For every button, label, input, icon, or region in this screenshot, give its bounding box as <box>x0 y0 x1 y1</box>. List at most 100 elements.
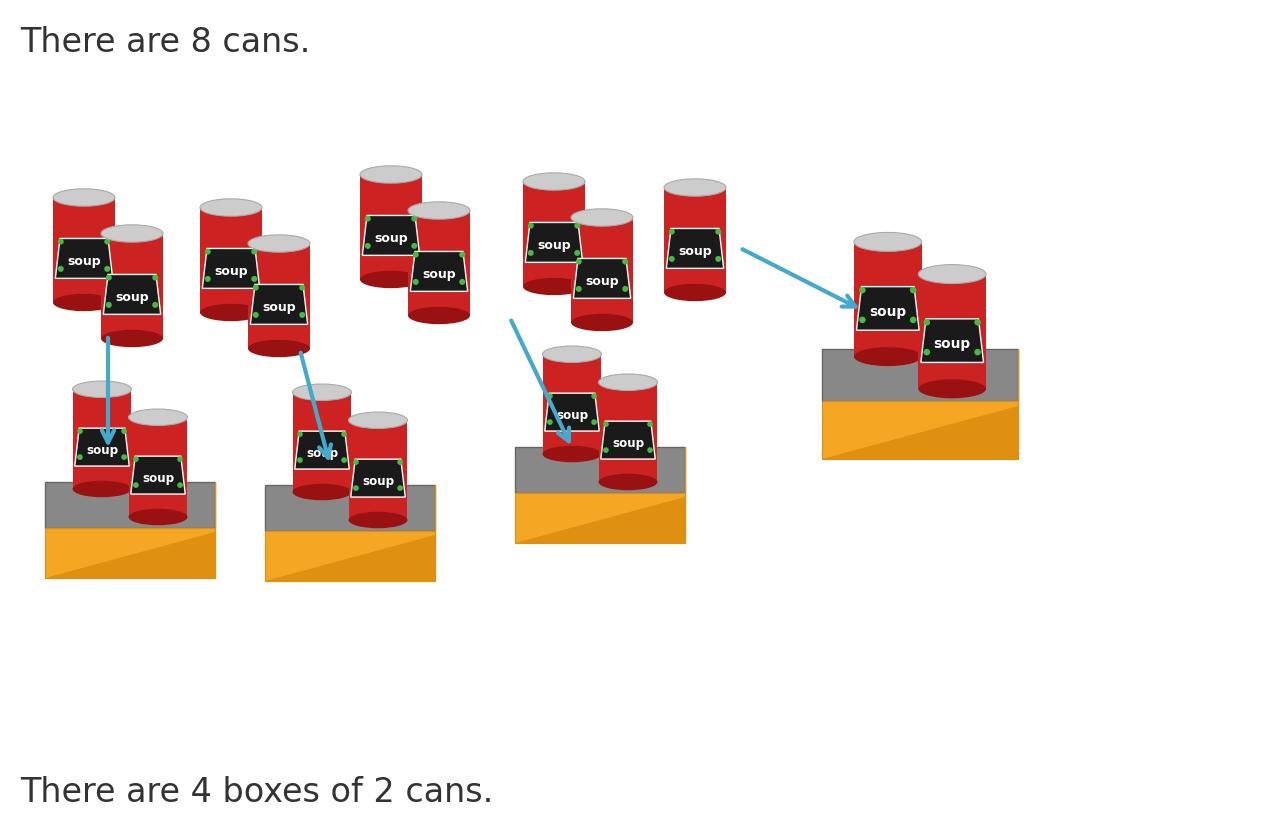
Ellipse shape <box>918 379 986 399</box>
Circle shape <box>121 454 127 460</box>
Circle shape <box>105 302 112 308</box>
Circle shape <box>133 483 138 488</box>
Polygon shape <box>202 249 259 289</box>
Circle shape <box>669 229 674 235</box>
Circle shape <box>364 215 371 221</box>
Circle shape <box>104 266 110 272</box>
Circle shape <box>528 223 533 229</box>
Text: soup: soup <box>869 305 907 319</box>
Ellipse shape <box>102 329 163 347</box>
Ellipse shape <box>664 179 726 196</box>
Ellipse shape <box>292 483 352 500</box>
Circle shape <box>528 250 533 256</box>
Polygon shape <box>521 453 679 487</box>
Circle shape <box>413 279 419 285</box>
Polygon shape <box>572 217 632 323</box>
Circle shape <box>398 485 403 491</box>
Polygon shape <box>51 488 210 522</box>
Circle shape <box>974 319 980 325</box>
Text: soup: soup <box>142 472 174 485</box>
Circle shape <box>715 229 721 235</box>
Polygon shape <box>131 456 185 494</box>
Circle shape <box>592 419 597 425</box>
Text: soup: soup <box>537 239 570 252</box>
Circle shape <box>547 394 552 399</box>
Ellipse shape <box>53 189 116 206</box>
Polygon shape <box>295 431 349 469</box>
Circle shape <box>251 249 258 255</box>
Circle shape <box>300 312 305 318</box>
Circle shape <box>547 419 552 425</box>
Ellipse shape <box>348 512 408 528</box>
Circle shape <box>364 243 371 249</box>
Circle shape <box>300 285 305 290</box>
Circle shape <box>575 259 582 265</box>
Circle shape <box>622 286 629 292</box>
Text: soup: soup <box>67 255 100 268</box>
Polygon shape <box>128 418 188 517</box>
Circle shape <box>909 287 917 294</box>
Polygon shape <box>292 392 352 492</box>
Text: soup: soup <box>375 232 408 245</box>
Polygon shape <box>351 459 405 497</box>
Text: soup: soup <box>422 268 456 281</box>
Polygon shape <box>72 389 132 489</box>
Circle shape <box>133 456 138 462</box>
Polygon shape <box>250 285 307 324</box>
Polygon shape <box>516 447 685 493</box>
Circle shape <box>121 428 127 434</box>
Ellipse shape <box>542 446 602 463</box>
Polygon shape <box>829 355 1011 394</box>
Polygon shape <box>348 420 408 520</box>
Polygon shape <box>265 531 436 581</box>
Text: soup: soup <box>933 337 970 351</box>
Circle shape <box>178 483 183 488</box>
Ellipse shape <box>248 235 310 252</box>
Circle shape <box>909 317 917 323</box>
Ellipse shape <box>72 481 132 498</box>
Circle shape <box>859 287 866 294</box>
Circle shape <box>178 456 183 462</box>
Circle shape <box>460 251 465 258</box>
Text: soup: soup <box>612 437 644 449</box>
Polygon shape <box>822 349 1017 402</box>
Circle shape <box>105 275 112 280</box>
Text: soup: soup <box>215 265 248 278</box>
Circle shape <box>342 431 347 437</box>
Text: soup: soup <box>306 447 338 459</box>
Ellipse shape <box>128 508 188 525</box>
Circle shape <box>603 448 608 453</box>
Polygon shape <box>516 493 685 543</box>
Ellipse shape <box>572 209 632 226</box>
Ellipse shape <box>598 473 658 490</box>
Ellipse shape <box>292 384 352 400</box>
Text: soup: soup <box>116 291 149 304</box>
Text: soup: soup <box>678 245 711 258</box>
Polygon shape <box>601 421 655 459</box>
Polygon shape <box>918 274 986 389</box>
Ellipse shape <box>72 381 132 398</box>
Polygon shape <box>856 287 919 330</box>
Circle shape <box>353 459 358 465</box>
Circle shape <box>923 319 930 325</box>
Circle shape <box>104 239 110 245</box>
Ellipse shape <box>523 173 585 191</box>
Circle shape <box>77 428 83 434</box>
Polygon shape <box>362 215 419 255</box>
Circle shape <box>342 458 347 463</box>
Circle shape <box>648 448 653 453</box>
Ellipse shape <box>664 284 726 301</box>
Ellipse shape <box>853 347 922 366</box>
Ellipse shape <box>853 232 922 251</box>
Ellipse shape <box>348 412 408 428</box>
Polygon shape <box>265 485 436 531</box>
Ellipse shape <box>359 166 422 183</box>
Ellipse shape <box>199 304 262 321</box>
Ellipse shape <box>359 271 422 288</box>
Ellipse shape <box>408 307 470 324</box>
Circle shape <box>253 285 259 290</box>
Circle shape <box>251 276 258 282</box>
Circle shape <box>77 454 83 460</box>
Polygon shape <box>410 251 467 291</box>
Polygon shape <box>822 406 1017 459</box>
